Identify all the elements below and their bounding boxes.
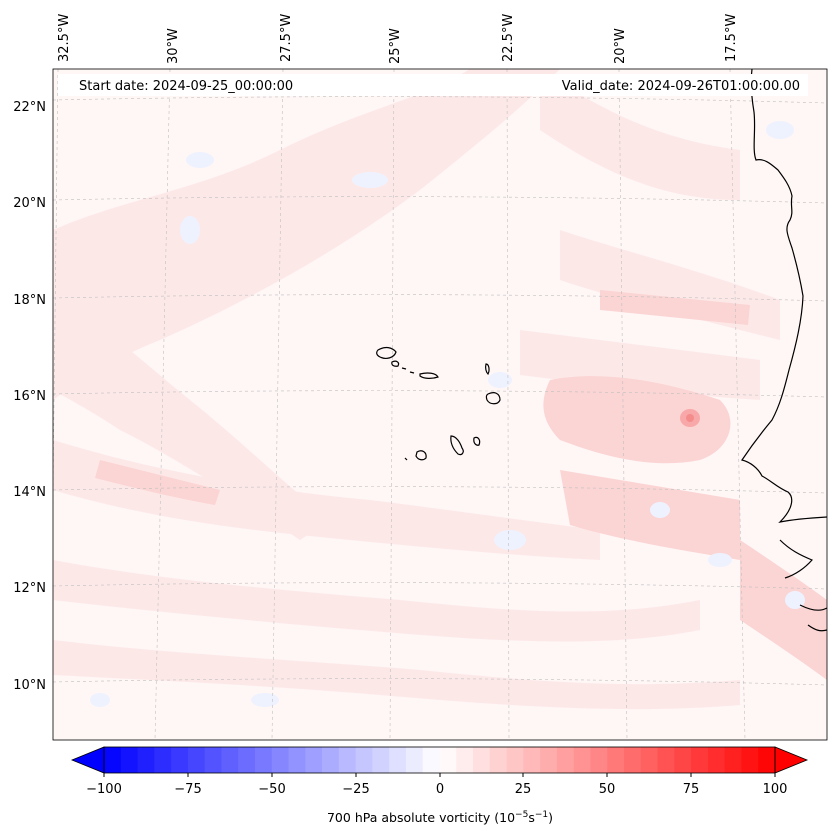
- map-panel: [52, 68, 828, 741]
- lon-label: 32.5°W: [57, 14, 72, 62]
- colorbar-tick-label: −25: [342, 782, 369, 797]
- island-santa-luzia: [401, 367, 407, 370]
- colorbar-tick-label: −50: [258, 782, 285, 797]
- colorbar-cell: [607, 747, 625, 773]
- colorbar-cell: [355, 747, 373, 773]
- colorbar-min-extend-arrow: [70, 746, 105, 774]
- colorbar-tick-labels: −100 −75 −50 −25 0 25 50 75 100: [86, 782, 787, 797]
- lon-label: 17.5°W: [724, 14, 739, 62]
- colorbar-cell: [657, 747, 675, 773]
- colorbar-cell: [473, 747, 491, 773]
- colorbar-cell: [171, 747, 189, 773]
- colorbar-cell: [221, 747, 239, 773]
- colorbar-cell: [338, 747, 357, 773]
- colorbar-title: 700 hPa absolute vorticity (10−5s−1): [327, 810, 553, 825]
- colorbar-cell: [724, 747, 742, 773]
- colorbar-tick-label: −100: [86, 782, 122, 797]
- colorbar-cells: [104, 747, 776, 773]
- colorbar-tick-label: 0: [436, 782, 444, 797]
- colorbar-cell: [640, 747, 659, 773]
- island-santo-antao: [376, 346, 397, 359]
- colorbar-cell: [389, 747, 407, 773]
- colorbar-cell: [288, 747, 306, 773]
- colorbar-cell: [506, 747, 524, 773]
- island-islets: [409, 371, 415, 374]
- island-fogo: [415, 450, 427, 461]
- colorbar-cell: [372, 747, 390, 773]
- lat-label: 18°N: [13, 293, 46, 308]
- lon-label: 30°W: [166, 28, 181, 64]
- colorbar-title-exp2: −1: [535, 810, 548, 820]
- date-header: Start date: 2024-09-25_00:00:00 Valid_da…: [58, 74, 808, 96]
- colorbar-cell: [154, 747, 172, 773]
- lon-label: 20°W: [613, 28, 628, 64]
- colorbar-cell: [540, 747, 558, 773]
- latitude-labels: 22°N 20°N 18°N 16°N 14°N 12°N 10°N: [13, 100, 46, 693]
- longitude-labels: 32.5°W 30°W 27.5°W 25°W 22.5°W 20°W 17.5…: [57, 14, 739, 64]
- colorbar-cell: [573, 747, 591, 773]
- lat-label: 10°N: [13, 678, 46, 693]
- colorbar-title-prefix: 700 hPa absolute vorticity (10: [327, 810, 515, 825]
- lat-label: 12°N: [13, 581, 46, 596]
- colorbar-tick-label: 25: [515, 782, 532, 797]
- colorbar-cell: [741, 747, 759, 773]
- colorbar: −100 −75 −50 −25 0 25 50 75 100 700 hPa …: [70, 746, 809, 825]
- colorbar-cell: [120, 747, 139, 773]
- colorbar-cell: [707, 747, 726, 773]
- colorbar-tick-label: 75: [683, 782, 700, 797]
- colorbar-title-suffix: ): [548, 810, 553, 825]
- colorbar-cell: [590, 747, 608, 773]
- island-sal: [485, 363, 490, 376]
- vorticity-field: [53, 69, 827, 710]
- colorbar-tick-label: 100: [763, 782, 788, 797]
- island-boa-vista: [485, 392, 501, 405]
- lat-label: 20°N: [13, 196, 46, 211]
- colorbar-title-mid: s: [528, 810, 535, 825]
- colorbar-cell: [758, 747, 776, 773]
- lat-label: 14°N: [13, 485, 46, 500]
- cape-verde-islands: [376, 346, 501, 461]
- header-background: [58, 74, 808, 96]
- lon-label: 27.5°W: [279, 14, 294, 62]
- island-sao-nicolau: [419, 372, 439, 379]
- colorbar-cell: [456, 747, 474, 773]
- valid-date-label: Valid_date: 2024-09-26T01:00:00.00: [562, 79, 800, 94]
- colorbar-tick-label: −75: [174, 782, 201, 797]
- colorbar-tick-label: 50: [599, 782, 616, 797]
- start-date-label: Start date: 2024-09-25_00:00:00: [79, 79, 293, 94]
- lat-label: 22°N: [13, 100, 46, 115]
- coastline: [741, 69, 827, 632]
- colorbar-cell: [523, 747, 541, 773]
- gridlines: [53, 69, 827, 740]
- lat-label: 16°N: [13, 389, 46, 404]
- colorbar-max-extend-arrow: [774, 746, 809, 774]
- island-sao-vicente: [391, 360, 400, 367]
- lon-label: 22.5°W: [501, 14, 516, 62]
- colorbar-ticks: [103, 773, 776, 777]
- colorbar-cell: [271, 747, 290, 773]
- colorbar-cell: [322, 747, 340, 773]
- colorbar-cell: [137, 747, 155, 773]
- colorbar-cell: [674, 747, 692, 773]
- colorbar-cell: [254, 747, 273, 773]
- colorbar-cell: [489, 747, 508, 773]
- colorbar-cell: [422, 747, 440, 773]
- colorbar-cell: [204, 747, 222, 773]
- colorbar-cell: [238, 747, 256, 773]
- lon-label: 25°W: [388, 28, 403, 64]
- colorbar-cell: [624, 747, 642, 773]
- colorbar-cell: [691, 747, 709, 773]
- map-frame: [52, 68, 828, 741]
- colorbar-cell: [439, 747, 457, 773]
- colorbar-cell: [305, 747, 323, 773]
- colorbar-cell: [556, 747, 575, 773]
- island-maio: [473, 436, 481, 446]
- colorbar-cell: [187, 747, 206, 773]
- colorbar-cell: [104, 747, 122, 773]
- island-brava: [404, 457, 408, 461]
- colorbar-cell: [405, 747, 424, 773]
- colorbar-title-exp1: −5: [515, 810, 528, 820]
- island-santiago: [450, 435, 464, 456]
